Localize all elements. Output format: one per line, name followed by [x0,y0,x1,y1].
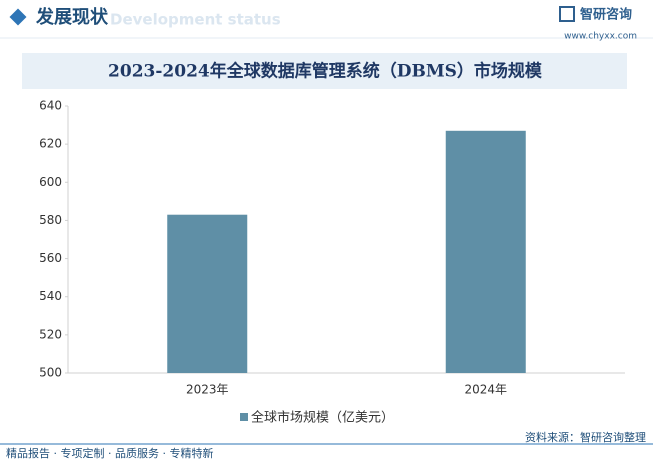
x-tick-label: 2024年 [464,383,507,397]
footer-services: 精品报告 · 专项定制 · 品质服务 · 专精特新 [6,446,213,460]
y-tick-label: 540 [39,289,62,303]
section-title: 发展现状 [35,6,109,28]
brand: 智研咨询 [580,7,632,23]
title-bar [22,53,627,89]
x-tick-label: 2023年 [186,383,229,397]
bar [445,130,526,373]
legend-swatch [240,413,248,421]
y-tick-label: 580 [39,213,62,227]
y-tick-label: 620 [39,137,62,151]
bar [167,214,248,373]
y-tick-label: 560 [39,251,62,265]
legend-label: 全球市场规模（亿美元） [251,410,394,426]
url: www.chyxx.com [564,32,637,42]
chart-title: 2023-2024年全球数据库管理系统（DBMS）市场规模 [108,61,543,82]
y-tick-label: 600 [39,175,62,189]
brand-logo [559,6,575,22]
section-subtitle: Development status [110,11,281,29]
y-tick-label: 520 [39,327,62,341]
y-tick-label: 500 [39,366,62,380]
y-tick-label: 640 [39,99,62,113]
footer-source: 资料来源：智研咨询整理 [525,430,646,444]
header-icon [9,8,27,26]
